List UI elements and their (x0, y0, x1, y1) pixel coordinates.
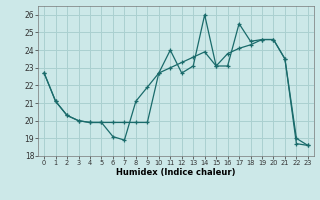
X-axis label: Humidex (Indice chaleur): Humidex (Indice chaleur) (116, 168, 236, 177)
